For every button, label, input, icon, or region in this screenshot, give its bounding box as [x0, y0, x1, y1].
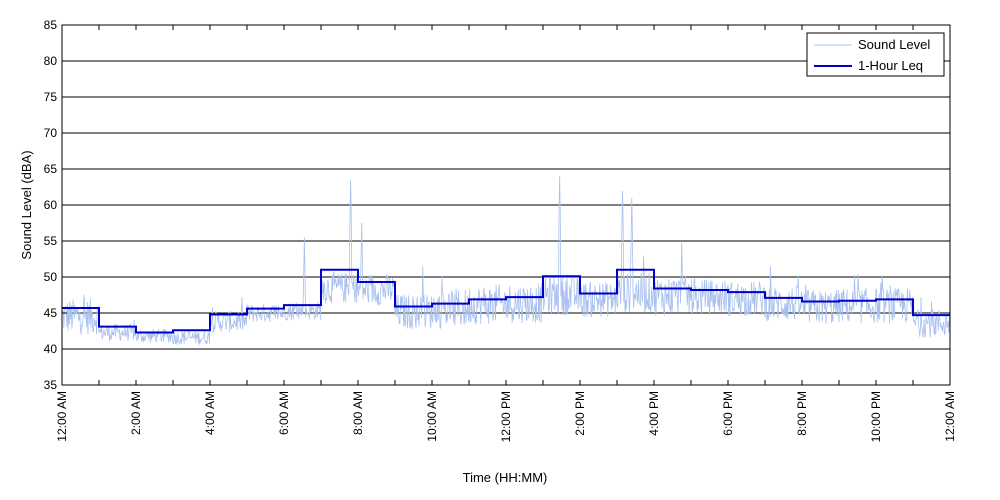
x-tick-label: 12:00 PM — [499, 391, 513, 442]
x-tick-label: 6:00 PM — [721, 391, 735, 436]
y-tick-label: 35 — [44, 378, 58, 392]
x-tick-label: 12:00 AM — [55, 391, 69, 442]
y-tick-label: 50 — [44, 270, 58, 284]
x-axis-ticks: 12:00 AM 2:00 AM 4:00 AM 6:00 AM 8:00 AM 10:0… — [55, 25, 957, 442]
leq-series — [62, 268, 950, 334]
x-tick-label: 4:00 PM — [647, 391, 661, 436]
y-tick-label: 55 — [44, 234, 58, 248]
y-tick-label: 75 — [44, 90, 58, 104]
y-tick-label: 45 — [44, 306, 58, 320]
y-tick-label: 85 — [44, 18, 58, 32]
y-tick-label: 80 — [44, 54, 58, 68]
x-axis-label: Time (HH:MM) — [463, 470, 548, 485]
x-tick-label: 2:00 PM — [573, 391, 587, 436]
y-axis-label: Sound Level (dBA) — [19, 150, 34, 259]
x-tick-label: 10:00 AM — [425, 391, 439, 442]
x-tick-label: 2:00 AM — [129, 391, 143, 435]
y-tick-label: 65 — [44, 162, 58, 176]
x-tick-label: 4:00 AM — [203, 391, 217, 435]
x-tick-label: 8:00 AM — [351, 391, 365, 435]
legend-label-sound-level: Sound Level — [858, 37, 930, 52]
x-tick-label: 8:00 PM — [795, 391, 809, 436]
y-tick-label: 70 — [44, 126, 58, 140]
y-tick-label: 40 — [44, 342, 58, 356]
legend: Sound Level 1-Hour Leq — [806, 32, 945, 77]
leq-step-line — [62, 268, 950, 334]
x-tick-label: 6:00 AM — [277, 391, 291, 435]
legend-label-leq: 1-Hour Leq — [858, 58, 923, 73]
y-axis-ticks: 35 40 45 50 55 60 65 70 75 80 85 — [44, 18, 950, 392]
legend-box — [806, 32, 945, 77]
x-tick-label: 12:00 AM — [943, 391, 957, 442]
y-tick-label: 60 — [44, 198, 58, 212]
x-tick-label: 10:00 PM — [869, 391, 883, 442]
